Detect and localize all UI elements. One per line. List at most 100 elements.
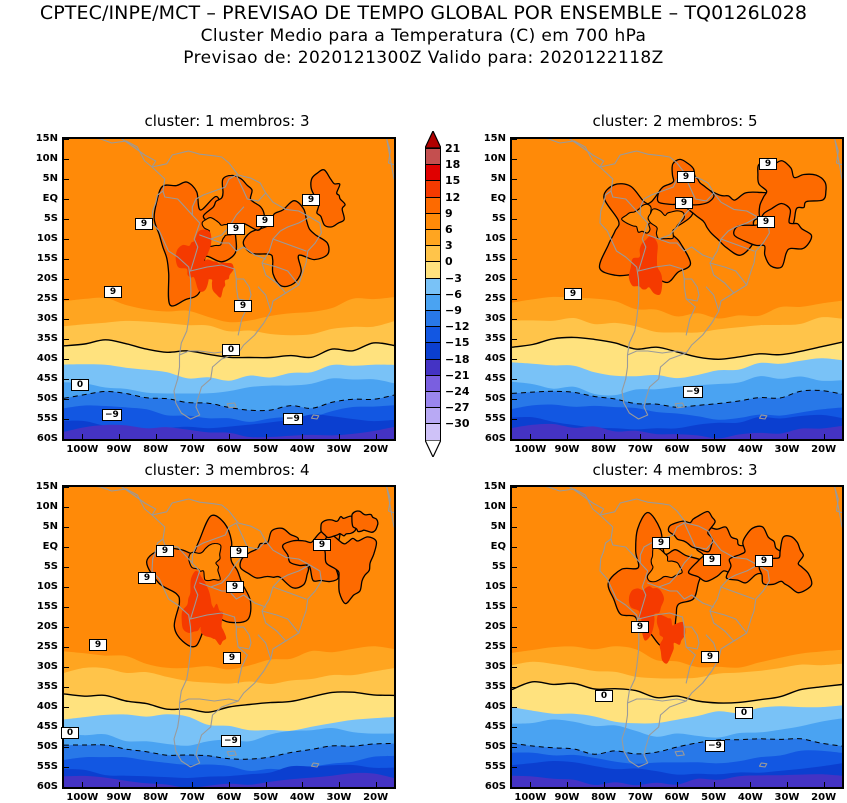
colorbar-band bbox=[425, 196, 441, 214]
y-axis-tick-mark bbox=[64, 139, 69, 140]
x-axis-tick-mark bbox=[302, 782, 304, 787]
x-axis-tick-mark bbox=[302, 434, 304, 439]
y-axis-tick-mark bbox=[512, 687, 517, 688]
x-axis-tick-mark bbox=[750, 782, 752, 787]
x-axis-tick-label: 20W bbox=[363, 792, 389, 803]
header-line-variable: Cluster Medio para a Temperatura (C) em … bbox=[200, 26, 647, 46]
y-axis-tick-label: 5N bbox=[490, 521, 506, 532]
colorbar-tick-label: −27 bbox=[445, 401, 470, 415]
x-axis-tick-label: 60W bbox=[216, 792, 242, 803]
y-axis-tick-label: 25S bbox=[36, 641, 58, 652]
contour-label: 9 bbox=[223, 652, 241, 664]
x-axis-tick-label: 90W bbox=[106, 444, 132, 455]
x-axis-tick-label: 60W bbox=[664, 792, 690, 803]
y-axis-tick-mark bbox=[64, 667, 69, 668]
colorbar-tick-label: 21 bbox=[445, 142, 461, 155]
y-axis-tick-label: 20S bbox=[36, 621, 58, 632]
colorbar-band bbox=[425, 407, 441, 425]
y-axis-tick-label: 5S bbox=[43, 213, 58, 224]
y-axis-tick-label: 5S bbox=[491, 561, 506, 572]
x-axis-tick-mark bbox=[375, 434, 377, 439]
y-axis-tick-label: 15S bbox=[484, 253, 506, 264]
x-axis-tick-label: 50W bbox=[701, 444, 727, 455]
x-axis-tick-mark bbox=[229, 434, 230, 439]
y-axis-tick-label: 25S bbox=[484, 293, 506, 304]
y-axis-tick-mark bbox=[64, 707, 69, 708]
contour-label: −9 bbox=[283, 413, 303, 425]
x-axis-tick-label: 80W bbox=[143, 792, 169, 803]
x-axis-tick-mark bbox=[713, 782, 715, 787]
y-axis-tick-label: 40S bbox=[36, 701, 58, 712]
y-axis-tick-mark bbox=[512, 179, 517, 180]
panel-title-cluster-4: cluster: 4 membros: 3 bbox=[592, 461, 758, 479]
y-axis-tick-mark bbox=[64, 767, 69, 768]
x-axis-tick-label: 30W bbox=[774, 444, 800, 455]
x-axis-tick-label: 30W bbox=[774, 792, 800, 803]
contour-label: 9 bbox=[675, 197, 693, 209]
y-axis-tick-mark bbox=[64, 399, 69, 400]
y-axis-tick-label: 30S bbox=[484, 661, 506, 672]
colorbar-bottom-arrow bbox=[424, 438, 442, 459]
y-axis-tick-label: 55S bbox=[36, 413, 58, 424]
contour-label: 9 bbox=[226, 581, 244, 593]
y-axis-tick-label: 10S bbox=[484, 233, 506, 244]
contour-label: −9 bbox=[221, 735, 241, 747]
colorbar-tick-label: −21 bbox=[445, 368, 470, 382]
y-axis-tick-label: EQ bbox=[490, 541, 506, 552]
colorbar-tick-label: 6 bbox=[445, 223, 453, 236]
y-axis-tick-mark bbox=[512, 547, 517, 548]
x-axis-tick-label: 90W bbox=[554, 792, 580, 803]
y-axis-tick-mark bbox=[512, 507, 517, 508]
colorbar-band bbox=[425, 180, 441, 198]
x-axis-tick-label: 100W bbox=[514, 792, 547, 803]
contour-label: 9 bbox=[104, 286, 122, 298]
header-line-model: CPTEC/INPE/MCT – PREVISAO DE TEMPO GLOBA… bbox=[39, 2, 808, 24]
colorbar-band bbox=[425, 245, 441, 263]
y-axis-tick-mark bbox=[64, 319, 69, 320]
colorbar-band bbox=[425, 342, 441, 360]
y-axis-tick-label: 10N bbox=[483, 153, 506, 164]
y-axis-tick-label: 55S bbox=[36, 761, 58, 772]
y-axis-tick-label: 35S bbox=[36, 333, 58, 344]
x-axis-tick-mark bbox=[82, 434, 84, 439]
y-axis-tick-label: 25S bbox=[36, 293, 58, 304]
y-axis-tick-mark bbox=[512, 419, 517, 420]
x-axis-tick-label: 70W bbox=[627, 444, 653, 455]
y-axis-tick-label: 60S bbox=[36, 781, 58, 792]
contour-label: 9 bbox=[755, 555, 773, 567]
y-axis-tick-label: 20S bbox=[36, 273, 58, 284]
x-axis-tick-label: 70W bbox=[627, 792, 653, 803]
contour-label: 9 bbox=[313, 539, 331, 551]
y-axis-tick-mark bbox=[512, 439, 517, 440]
y-axis-tick-mark bbox=[64, 239, 69, 240]
map-plot-cluster-1 bbox=[62, 137, 396, 441]
colorbar-band bbox=[425, 374, 441, 392]
x-axis-tick-mark bbox=[155, 782, 157, 787]
contour-label: 9 bbox=[703, 554, 721, 566]
x-axis-tick-mark bbox=[603, 434, 605, 439]
x-axis-tick-label: 100W bbox=[66, 444, 99, 455]
colorbar-band bbox=[425, 261, 441, 279]
y-axis-tick-label: EQ bbox=[490, 193, 506, 204]
y-axis-tick-mark bbox=[512, 767, 517, 768]
x-axis-tick-mark bbox=[567, 434, 568, 439]
y-axis-tick-label: 50S bbox=[484, 393, 506, 404]
y-axis-tick-mark bbox=[512, 239, 517, 240]
y-axis-tick-mark bbox=[64, 627, 69, 628]
map-plot-cluster-2 bbox=[510, 137, 844, 441]
y-axis-tick-mark bbox=[512, 399, 517, 400]
contour-label: 9 bbox=[230, 546, 248, 558]
contour-label: 9 bbox=[89, 639, 107, 651]
y-axis-tick-label: 15N bbox=[483, 481, 506, 492]
colorbar-band bbox=[425, 212, 441, 230]
contour-label: 9 bbox=[564, 288, 582, 300]
x-axis-tick-mark bbox=[339, 782, 340, 787]
y-axis-tick-mark bbox=[64, 687, 69, 688]
x-axis-tick-label: 100W bbox=[66, 792, 99, 803]
y-axis-tick-mark bbox=[512, 747, 517, 748]
x-axis-tick-label: 20W bbox=[811, 444, 837, 455]
y-axis-tick-label: 55S bbox=[484, 761, 506, 772]
x-axis-tick-label: 80W bbox=[591, 444, 617, 455]
